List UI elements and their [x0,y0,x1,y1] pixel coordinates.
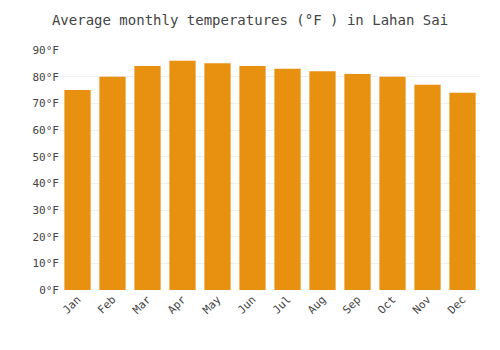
svg-text:0°F: 0°F [39,284,59,297]
svg-text:Mar: Mar [130,293,154,317]
svg-text:30°F: 30°F [33,204,60,217]
svg-text:Oct: Oct [375,293,398,316]
svg-text:Aug: Aug [305,293,328,316]
svg-text:May: May [200,293,224,317]
svg-text:70°F: 70°F [33,97,60,110]
svg-text:20°F: 20°F [33,231,60,244]
svg-text:Jan: Jan [60,293,83,316]
svg-text:Apr: Apr [165,293,189,317]
svg-text:Average monthly temperatures (: Average monthly temperatures (°F ) in La… [52,12,448,28]
svg-text:10°F: 10°F [33,257,60,270]
svg-text:Feb: Feb [95,293,118,316]
svg-text:Jul: Jul [270,293,293,316]
svg-text:Nov: Nov [410,293,434,317]
svg-text:40°F: 40°F [33,177,60,190]
svg-text:50°F: 50°F [33,151,60,164]
svg-text:90°F: 90°F [33,44,60,57]
svg-text:Sep: Sep [340,293,363,316]
svg-text:60°F: 60°F [33,124,60,137]
svg-text:Jun: Jun [235,293,258,316]
svg-text:Dec: Dec [445,293,468,316]
svg-text:80°F: 80°F [33,71,60,84]
